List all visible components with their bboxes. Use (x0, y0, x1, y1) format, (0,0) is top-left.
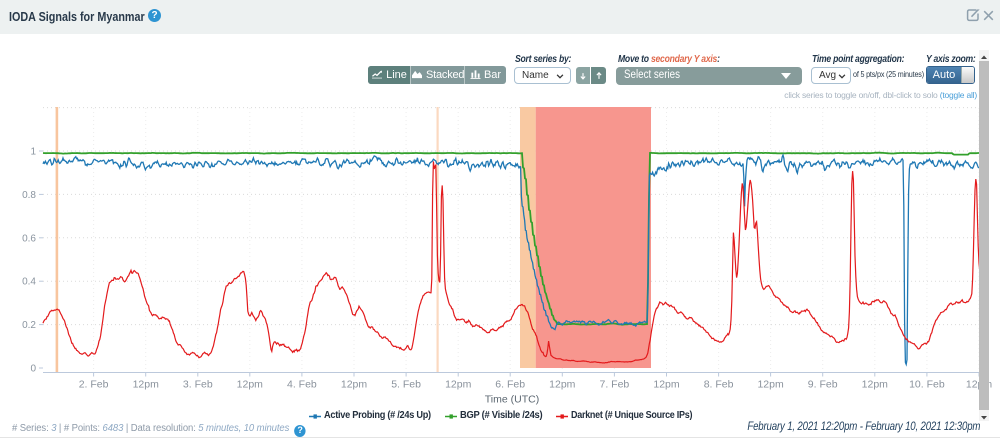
svg-text:7. Feb: 7. Feb (600, 379, 630, 391)
svg-text:0.2: 0.2 (22, 320, 36, 331)
svg-text:3. Feb: 3. Feb (183, 379, 213, 391)
svg-text:2. Feb: 2. Feb (79, 379, 109, 391)
svg-text:12pm: 12pm (757, 379, 784, 391)
svg-text:12pm: 12pm (445, 379, 472, 391)
svg-text:0.8: 0.8 (22, 190, 36, 201)
svg-text:Time (UTC): Time (UTC) (485, 394, 539, 406)
svg-text:12pm: 12pm (237, 379, 264, 391)
svg-text:5. Feb: 5. Feb (391, 379, 421, 391)
svg-text:9. Feb: 9. Feb (808, 379, 838, 391)
svg-text:1: 1 (30, 147, 36, 158)
svg-text:0: 0 (30, 364, 36, 375)
svg-text:12pm: 12pm (341, 379, 368, 391)
svg-text:12pm: 12pm (549, 379, 576, 391)
svg-text:12pm: 12pm (862, 379, 889, 391)
svg-text:0.6: 0.6 (22, 233, 36, 244)
svg-text:8. Feb: 8. Feb (704, 379, 734, 391)
svg-text:12pm: 12pm (653, 379, 680, 391)
svg-text:4. Feb: 4. Feb (287, 379, 317, 391)
svg-text:12pm: 12pm (133, 379, 160, 391)
svg-text:10. Feb: 10. Feb (909, 379, 945, 391)
svg-text:0.4: 0.4 (22, 277, 36, 288)
svg-text:6. Feb: 6. Feb (495, 379, 525, 391)
